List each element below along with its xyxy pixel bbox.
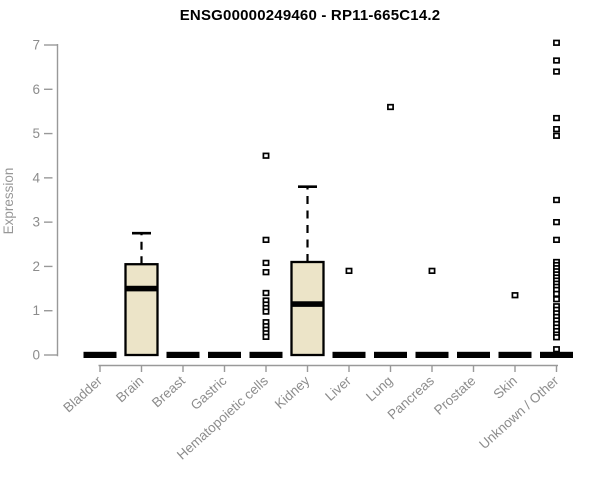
y-tick-label: 0 <box>32 348 40 363</box>
x-tick-label-lung: Lung <box>363 373 395 404</box>
median-line <box>292 301 323 307</box>
x-tick-label-pancreas: Pancreas <box>385 373 438 422</box>
box-lung <box>374 351 407 358</box>
box-hematopoietic-cells <box>249 351 283 358</box>
x-tick-label-prostate: Prostate <box>431 373 478 418</box>
collapsed-box <box>457 351 490 358</box>
y-tick-label: 1 <box>32 303 40 318</box>
collapsed-box <box>415 351 449 358</box>
outlier-point <box>553 236 560 244</box>
outlier-point <box>387 103 394 111</box>
median-line <box>126 285 157 292</box>
outliers-hematopoietic-cells <box>262 152 270 340</box>
x-tick-label-brain: Brain <box>113 373 146 405</box>
outlier-point <box>553 125 560 133</box>
box-rect <box>124 263 159 357</box>
x-tick-label-liver: Liver <box>322 373 354 404</box>
box-rect <box>290 260 325 357</box>
x-tick-label-kidney: Kidney <box>272 373 313 412</box>
x-tick-label-bladder: Bladder <box>60 373 105 416</box>
chart-title: ENSG00000249460 - RP11-665C14.2 <box>179 7 441 24</box>
outliers-skin <box>511 292 519 299</box>
outliers-pancreas <box>428 267 436 275</box>
outlier-point <box>553 114 560 122</box>
outlier-point <box>262 333 270 340</box>
outlier-point <box>553 196 560 204</box>
collapsed-box <box>83 351 117 358</box>
outlier-point <box>345 267 353 275</box>
outlier-point <box>553 39 560 46</box>
box-bladder <box>83 351 117 358</box>
collapsed-box <box>374 351 407 358</box>
box-prostate <box>457 351 490 358</box>
y-tick-label: 3 <box>32 215 40 230</box>
outlier-point <box>262 259 270 267</box>
outlier-point <box>553 296 560 303</box>
outlier-point <box>511 292 519 299</box>
box-gastric <box>208 351 241 358</box>
outlier-point <box>553 290 560 298</box>
y-tick-label: 7 <box>32 38 40 53</box>
collapsed-box <box>166 351 200 358</box>
outlier-point <box>553 346 560 353</box>
outlier-point <box>553 334 560 341</box>
y-tick-label: 6 <box>32 82 40 97</box>
outlier-point <box>553 68 560 75</box>
collapsed-box <box>208 351 241 358</box>
outlier-point <box>262 289 270 297</box>
y-tick-label: 2 <box>32 259 40 274</box>
collapsed-box <box>498 351 532 358</box>
collapsed-box <box>249 351 283 358</box>
outliers-liver <box>345 267 353 275</box>
outliers-unknown-other <box>553 39 560 353</box>
x-tick-label-breast: Breast <box>149 373 188 410</box>
outlier-point <box>262 269 270 276</box>
box-brain <box>124 231 159 357</box>
outlier-point <box>428 267 436 275</box>
box-skin <box>498 351 532 358</box>
outlier-point <box>262 308 270 315</box>
y-axis: 0 1 2 3 4 5 6 7 <box>32 38 59 363</box>
collapsed-box <box>540 351 573 358</box>
outlier-point <box>553 218 560 226</box>
collapsed-box <box>332 351 366 358</box>
box-breast <box>166 351 200 358</box>
outliers-lung <box>387 103 394 111</box>
outlier-point <box>262 152 270 159</box>
x-tick-label-skin: Skin <box>490 373 520 402</box>
outlier-point <box>553 57 560 64</box>
y-tick-label: 4 <box>32 170 40 185</box>
box-unknown-other <box>540 351 573 358</box>
box-kidney <box>290 185 325 357</box>
y-tick-label: 5 <box>32 126 40 141</box>
box-pancreas <box>415 351 449 358</box>
outlier-point <box>553 132 560 139</box>
box-liver <box>332 351 366 358</box>
outlier-point <box>262 236 270 244</box>
